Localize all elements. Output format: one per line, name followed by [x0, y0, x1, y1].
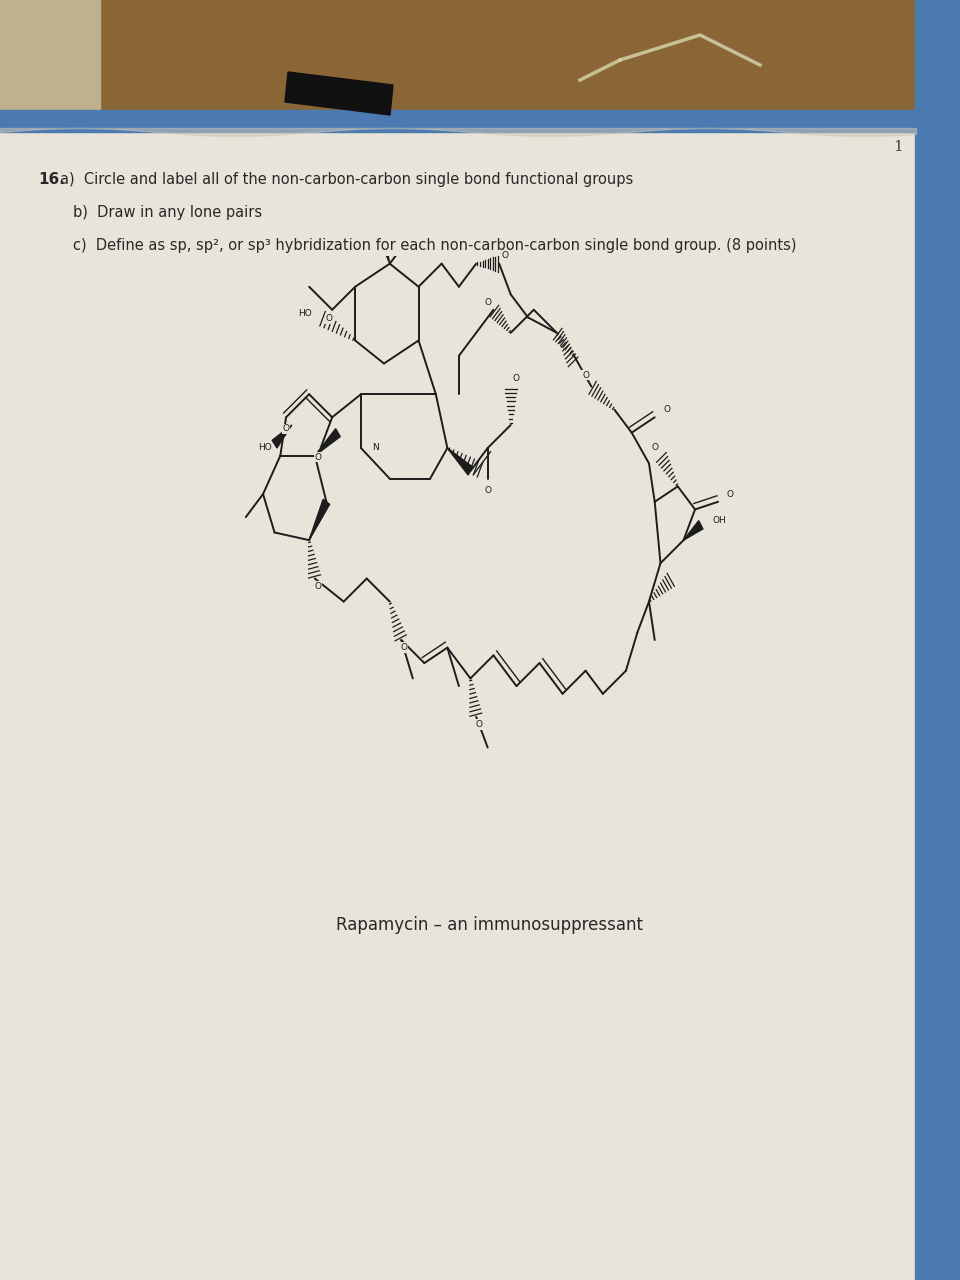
Text: 1: 1: [893, 140, 902, 154]
Polygon shape: [447, 448, 472, 475]
Polygon shape: [374, 224, 390, 264]
Text: O: O: [400, 643, 408, 653]
Text: 16.: 16.: [38, 172, 65, 187]
Text: O: O: [314, 453, 322, 462]
Polygon shape: [315, 429, 340, 456]
Bar: [0, 0, 100, 115]
Polygon shape: [285, 72, 393, 115]
Polygon shape: [684, 521, 703, 540]
Text: O: O: [582, 370, 589, 380]
Text: HO: HO: [258, 443, 272, 453]
Text: O: O: [325, 315, 333, 324]
Polygon shape: [273, 425, 292, 448]
Bar: [915, 0, 960, 1280]
Text: O: O: [282, 424, 290, 434]
Text: O: O: [727, 489, 733, 499]
Text: O: O: [513, 374, 520, 384]
Text: OH: OH: [712, 516, 726, 526]
Text: N: N: [372, 443, 379, 453]
Text: O: O: [484, 297, 492, 307]
Text: O: O: [314, 581, 322, 591]
Text: c)  Define as sp, sp², or sp³ hybridization for each non-carbon-carbon single bo: c) Define as sp, sp², or sp³ hybridizati…: [73, 238, 797, 253]
Text: O: O: [663, 404, 670, 415]
Text: Rapamycin – an immunosuppressant: Rapamycin – an immunosuppressant: [337, 916, 643, 934]
Text: a)  Circle and label all of the non-carbon-carbon single bond functional groups: a) Circle and label all of the non-carbo…: [60, 172, 634, 187]
Bar: [0, 0, 960, 115]
Text: b)  Draw in any lone pairs: b) Draw in any lone pairs: [73, 205, 262, 220]
Text: HO: HO: [299, 308, 312, 319]
Text: O: O: [484, 485, 492, 495]
Bar: [0, 131, 916, 1280]
Text: O: O: [501, 251, 509, 261]
Text: O: O: [651, 443, 659, 453]
Text: O: O: [475, 719, 483, 730]
Bar: [0, 110, 916, 132]
Polygon shape: [309, 499, 329, 540]
